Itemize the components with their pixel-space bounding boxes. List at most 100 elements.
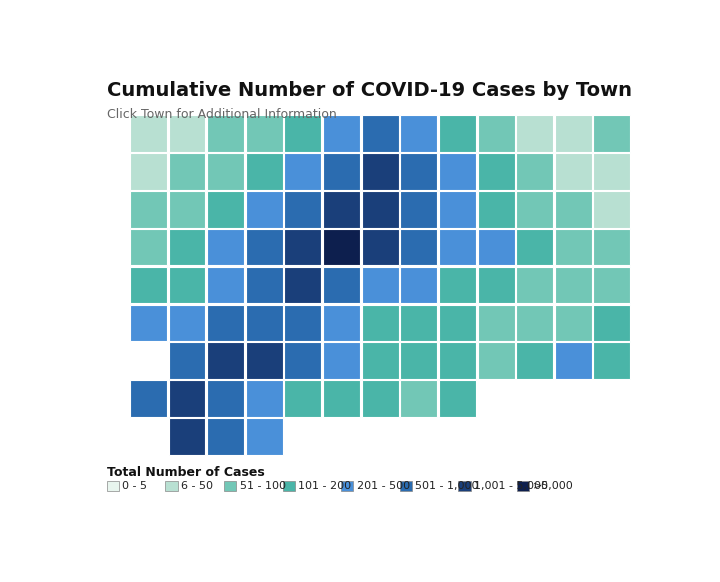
FancyBboxPatch shape: [439, 191, 476, 228]
FancyBboxPatch shape: [593, 304, 631, 341]
FancyBboxPatch shape: [207, 153, 244, 190]
FancyBboxPatch shape: [282, 481, 294, 491]
FancyBboxPatch shape: [323, 267, 360, 303]
FancyBboxPatch shape: [593, 153, 631, 190]
FancyBboxPatch shape: [439, 342, 476, 379]
FancyBboxPatch shape: [224, 481, 236, 491]
FancyBboxPatch shape: [400, 153, 437, 190]
FancyBboxPatch shape: [207, 229, 244, 265]
FancyBboxPatch shape: [555, 229, 592, 265]
FancyBboxPatch shape: [168, 418, 205, 455]
FancyBboxPatch shape: [361, 342, 399, 379]
FancyBboxPatch shape: [400, 191, 437, 228]
FancyBboxPatch shape: [130, 380, 167, 417]
Text: 501 - 1,000: 501 - 1,000: [415, 481, 479, 491]
Text: Total Number of Cases: Total Number of Cases: [107, 466, 264, 480]
FancyBboxPatch shape: [168, 229, 205, 265]
FancyBboxPatch shape: [284, 342, 321, 379]
FancyBboxPatch shape: [168, 304, 205, 341]
FancyBboxPatch shape: [400, 229, 437, 265]
FancyBboxPatch shape: [555, 342, 592, 379]
FancyBboxPatch shape: [168, 153, 205, 190]
Text: 0 - 5: 0 - 5: [122, 481, 148, 491]
FancyBboxPatch shape: [361, 153, 399, 190]
FancyBboxPatch shape: [593, 191, 631, 228]
FancyBboxPatch shape: [593, 342, 631, 379]
FancyBboxPatch shape: [246, 380, 283, 417]
FancyBboxPatch shape: [246, 304, 283, 341]
FancyBboxPatch shape: [207, 115, 244, 152]
FancyBboxPatch shape: [284, 115, 321, 152]
FancyBboxPatch shape: [477, 191, 515, 228]
FancyBboxPatch shape: [107, 481, 119, 491]
FancyBboxPatch shape: [168, 115, 205, 152]
FancyBboxPatch shape: [477, 153, 515, 190]
FancyBboxPatch shape: [246, 418, 283, 455]
FancyBboxPatch shape: [166, 481, 178, 491]
FancyBboxPatch shape: [593, 115, 631, 152]
FancyBboxPatch shape: [400, 115, 437, 152]
FancyBboxPatch shape: [130, 229, 167, 265]
FancyBboxPatch shape: [323, 115, 360, 152]
FancyBboxPatch shape: [439, 115, 476, 152]
FancyBboxPatch shape: [341, 481, 354, 491]
FancyBboxPatch shape: [400, 380, 437, 417]
FancyBboxPatch shape: [555, 304, 592, 341]
Text: Click Town for Additional Information: Click Town for Additional Information: [107, 108, 336, 121]
FancyBboxPatch shape: [516, 304, 553, 341]
FancyBboxPatch shape: [130, 267, 167, 303]
FancyBboxPatch shape: [400, 342, 437, 379]
FancyBboxPatch shape: [246, 267, 283, 303]
FancyBboxPatch shape: [246, 229, 283, 265]
FancyBboxPatch shape: [477, 267, 515, 303]
FancyBboxPatch shape: [516, 115, 553, 152]
FancyBboxPatch shape: [400, 304, 437, 341]
FancyBboxPatch shape: [361, 304, 399, 341]
FancyBboxPatch shape: [439, 153, 476, 190]
FancyBboxPatch shape: [284, 380, 321, 417]
Text: 51 - 100: 51 - 100: [240, 481, 286, 491]
FancyBboxPatch shape: [459, 481, 471, 491]
FancyBboxPatch shape: [555, 153, 592, 190]
FancyBboxPatch shape: [477, 229, 515, 265]
FancyBboxPatch shape: [207, 380, 244, 417]
FancyBboxPatch shape: [555, 191, 592, 228]
FancyBboxPatch shape: [516, 153, 553, 190]
FancyBboxPatch shape: [361, 191, 399, 228]
FancyBboxPatch shape: [323, 191, 360, 228]
FancyBboxPatch shape: [361, 380, 399, 417]
FancyBboxPatch shape: [130, 191, 167, 228]
FancyBboxPatch shape: [516, 267, 553, 303]
FancyBboxPatch shape: [439, 304, 476, 341]
FancyBboxPatch shape: [439, 229, 476, 265]
FancyBboxPatch shape: [517, 481, 529, 491]
FancyBboxPatch shape: [323, 304, 360, 341]
FancyBboxPatch shape: [516, 342, 553, 379]
FancyBboxPatch shape: [207, 191, 244, 228]
FancyBboxPatch shape: [439, 380, 476, 417]
FancyBboxPatch shape: [207, 342, 244, 379]
FancyBboxPatch shape: [130, 304, 167, 341]
FancyBboxPatch shape: [593, 229, 631, 265]
FancyBboxPatch shape: [555, 267, 592, 303]
FancyBboxPatch shape: [207, 304, 244, 341]
FancyBboxPatch shape: [207, 267, 244, 303]
FancyBboxPatch shape: [130, 115, 167, 152]
FancyBboxPatch shape: [207, 418, 244, 455]
FancyBboxPatch shape: [555, 115, 592, 152]
FancyBboxPatch shape: [516, 191, 553, 228]
FancyBboxPatch shape: [168, 191, 205, 228]
FancyBboxPatch shape: [323, 229, 360, 265]
FancyBboxPatch shape: [593, 267, 631, 303]
FancyBboxPatch shape: [246, 342, 283, 379]
FancyBboxPatch shape: [284, 153, 321, 190]
Text: 6 - 50: 6 - 50: [181, 481, 213, 491]
FancyBboxPatch shape: [284, 267, 321, 303]
FancyBboxPatch shape: [477, 115, 515, 152]
FancyBboxPatch shape: [400, 267, 437, 303]
Text: 101 - 200: 101 - 200: [298, 481, 351, 491]
FancyBboxPatch shape: [323, 342, 360, 379]
Text: 201 - 500: 201 - 500: [356, 481, 410, 491]
FancyBboxPatch shape: [323, 380, 360, 417]
FancyBboxPatch shape: [284, 304, 321, 341]
